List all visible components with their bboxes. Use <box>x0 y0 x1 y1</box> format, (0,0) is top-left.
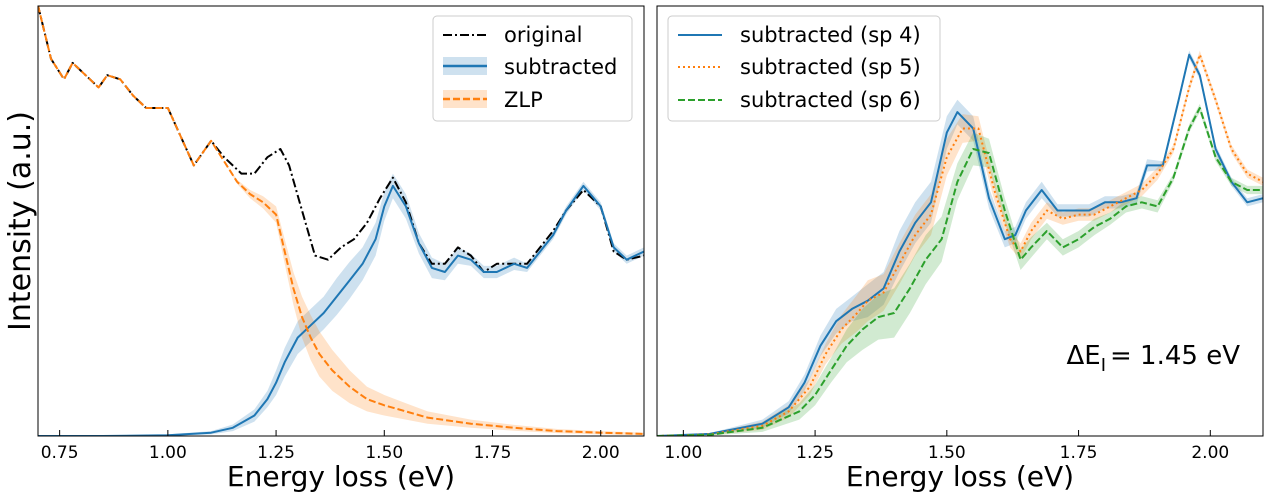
left-y-axis-label: Intensity (a.u.) <box>3 111 38 331</box>
left-legend-box <box>432 15 633 122</box>
left-band-1 <box>38 173 644 436</box>
delta-e-symbol: ΔE <box>1066 341 1100 371</box>
left-x-tick-label-2: 1.25 <box>257 443 295 463</box>
legend-entry-original: original <box>443 23 583 47</box>
right-chart: 1.00 1.25 1.50 1.75 2.00 Energy loss (eV) su… <box>656 5 1264 493</box>
right-series-line-0 <box>657 53 1263 436</box>
right-x-tick-label-0: 1.00 <box>664 443 702 463</box>
right-plot-area <box>657 50 1263 436</box>
left-plot-area <box>38 6 644 436</box>
legend-label-sp5: subtracted (sp 5) <box>740 55 921 79</box>
legend-label-sp4: subtracted (sp 4) <box>740 23 921 47</box>
left-x-tick-label-0: 0.75 <box>41 443 79 463</box>
right-legend: subtracted (sp 4) subtracted (sp 5) subt… <box>667 15 941 122</box>
left-x-axis-label: Energy loss (eV) <box>227 460 455 493</box>
right-x-tick-label-2: 1.50 <box>928 443 966 463</box>
left-chart: 0.75 1.00 1.25 1.50 1.75 2.00 Energy loss (eV… <box>3 5 645 493</box>
right-x-axis-label: Energy loss (eV) <box>846 460 1074 493</box>
left-x-ticks: 0.75 1.00 1.25 1.50 1.75 2.00 <box>41 430 620 463</box>
left-x-tick-label-4: 1.75 <box>474 443 512 463</box>
right-x-tick-label-3: 1.75 <box>1060 443 1098 463</box>
left-series-line-1 <box>38 184 644 436</box>
right-x-tick-label-4: 2.00 <box>1191 443 1229 463</box>
right-legend-box <box>667 15 941 122</box>
delta-e-subscript: I <box>1101 355 1106 376</box>
right-band-1 <box>657 50 1263 436</box>
left-x-tick-label-5: 2.00 <box>582 443 620 463</box>
delta-e-annotation: ΔEI = 1.45 eV <box>1066 341 1240 376</box>
left-series-line-2 <box>38 6 644 435</box>
legend-label-subtracted: subtracted <box>504 55 617 79</box>
right-band-2 <box>657 103 1263 436</box>
right-plot-frame <box>656 5 1264 437</box>
right-series-line-1 <box>657 53 1263 436</box>
legend-label-zlp: ZLP <box>504 88 543 112</box>
legend-entry-sp4: subtracted (sp 4) <box>678 23 921 47</box>
right-x-tick-label-1: 1.25 <box>796 443 834 463</box>
right-x-ticks: 1.00 1.25 1.50 1.75 2.00 <box>664 430 1229 463</box>
legend-entry-sp6: subtracted (sp 6) <box>678 88 921 112</box>
legend-label-original: original <box>504 23 583 47</box>
left-legend: original subtracted ZLP <box>432 15 633 122</box>
delta-e-value: = 1.45 eV <box>1110 341 1240 371</box>
left-plot-frame <box>37 5 645 437</box>
left-x-tick-label-1: 1.00 <box>149 443 187 463</box>
legend-entry-sp5: subtracted (sp 5) <box>678 55 921 79</box>
right-series-line-2 <box>657 107 1263 436</box>
left-x-tick-label-3: 1.50 <box>365 443 403 463</box>
legend-label-sp6: subtracted (sp 6) <box>740 88 921 112</box>
legend-entry-zlp: ZLP <box>443 88 543 112</box>
legend-entry-subtracted: subtracted <box>443 55 617 79</box>
